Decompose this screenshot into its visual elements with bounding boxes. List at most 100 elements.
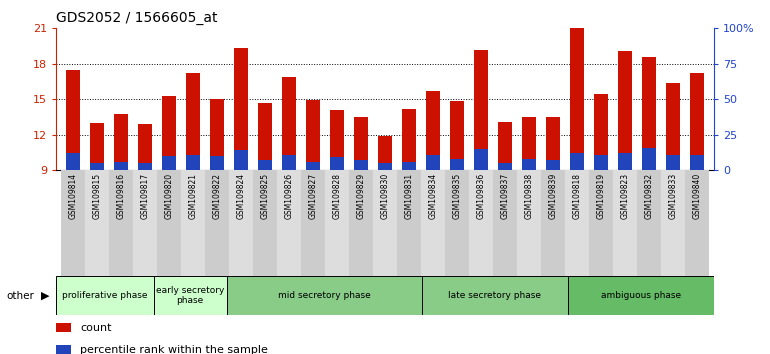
- Bar: [154, 276, 226, 315]
- Text: early secretory
phase: early secretory phase: [156, 286, 224, 305]
- Bar: [571, 153, 584, 170]
- Text: GSM109830: GSM109830: [380, 173, 390, 219]
- Bar: [66, 153, 79, 170]
- Bar: [56, 276, 154, 315]
- Bar: [589, 170, 613, 276]
- Bar: [205, 170, 229, 276]
- Text: GSM109833: GSM109833: [668, 173, 678, 219]
- Bar: [354, 117, 367, 170]
- Bar: [253, 170, 277, 276]
- Bar: [115, 162, 128, 170]
- Bar: [181, 170, 205, 276]
- Bar: [325, 170, 349, 276]
- Text: ambiguous phase: ambiguous phase: [601, 291, 681, 300]
- Bar: [397, 170, 421, 276]
- Bar: [186, 73, 199, 170]
- Bar: [234, 48, 248, 170]
- Bar: [61, 170, 85, 276]
- Text: proliferative phase: proliferative phase: [62, 291, 148, 300]
- Text: GSM109820: GSM109820: [165, 173, 173, 219]
- Bar: [210, 156, 223, 170]
- Bar: [691, 155, 704, 170]
- Text: GSM109826: GSM109826: [284, 173, 293, 219]
- Text: GSM109840: GSM109840: [692, 173, 701, 219]
- Bar: [301, 170, 325, 276]
- Text: GSM109817: GSM109817: [140, 173, 149, 219]
- Bar: [594, 95, 608, 170]
- Bar: [498, 121, 511, 170]
- Bar: [594, 155, 608, 170]
- Text: GSM109821: GSM109821: [189, 173, 198, 219]
- Text: GSM109827: GSM109827: [309, 173, 317, 219]
- Bar: [157, 170, 181, 276]
- Bar: [229, 170, 253, 276]
- Bar: [685, 170, 709, 276]
- Bar: [565, 170, 589, 276]
- Bar: [469, 170, 493, 276]
- Text: GSM109818: GSM109818: [572, 173, 581, 219]
- Bar: [306, 100, 320, 170]
- Bar: [139, 124, 152, 170]
- Bar: [517, 170, 541, 276]
- Bar: [162, 96, 176, 170]
- Text: GSM109834: GSM109834: [428, 173, 437, 219]
- Text: count: count: [80, 323, 112, 333]
- Bar: [613, 170, 637, 276]
- Text: mid secretory phase: mid secretory phase: [278, 291, 370, 300]
- Bar: [637, 170, 661, 276]
- Bar: [162, 156, 176, 170]
- Bar: [445, 170, 469, 276]
- Bar: [259, 103, 272, 170]
- Bar: [450, 159, 464, 170]
- Text: GSM109823: GSM109823: [621, 173, 630, 219]
- Text: late secretory phase: late secretory phase: [448, 291, 541, 300]
- Bar: [618, 51, 631, 170]
- Bar: [547, 160, 560, 170]
- Bar: [109, 170, 133, 276]
- Bar: [354, 160, 367, 170]
- Bar: [259, 160, 272, 170]
- Bar: [277, 170, 301, 276]
- Bar: [90, 163, 104, 170]
- Bar: [567, 276, 714, 315]
- Text: GSM109819: GSM109819: [597, 173, 605, 219]
- Bar: [427, 91, 440, 170]
- Bar: [642, 148, 655, 170]
- Text: other: other: [6, 291, 34, 301]
- Bar: [330, 157, 343, 170]
- Bar: [234, 150, 248, 170]
- Bar: [661, 170, 685, 276]
- Bar: [90, 123, 104, 170]
- Bar: [474, 50, 487, 170]
- Text: GSM109839: GSM109839: [548, 173, 557, 219]
- Text: GDS2052 / 1566605_at: GDS2052 / 1566605_at: [56, 11, 218, 25]
- Bar: [450, 102, 464, 170]
- Bar: [378, 136, 392, 170]
- Bar: [421, 170, 445, 276]
- Bar: [403, 109, 416, 170]
- Bar: [283, 155, 296, 170]
- Text: GSM109816: GSM109816: [116, 173, 126, 219]
- Text: GSM109824: GSM109824: [236, 173, 246, 219]
- Bar: [571, 28, 584, 170]
- Bar: [210, 99, 223, 170]
- Text: GSM109814: GSM109814: [69, 173, 78, 219]
- Bar: [306, 162, 320, 170]
- Text: GSM109815: GSM109815: [92, 173, 102, 219]
- Bar: [139, 163, 152, 170]
- Bar: [283, 77, 296, 170]
- Bar: [66, 70, 79, 170]
- Bar: [474, 149, 487, 170]
- Text: GSM109832: GSM109832: [644, 173, 654, 219]
- Bar: [421, 276, 567, 315]
- Bar: [427, 155, 440, 170]
- Text: GSM109825: GSM109825: [260, 173, 269, 219]
- Bar: [541, 170, 565, 276]
- Text: GSM109829: GSM109829: [357, 173, 366, 219]
- Bar: [349, 170, 373, 276]
- Text: GSM109837: GSM109837: [500, 173, 510, 219]
- Text: ▶: ▶: [41, 291, 49, 301]
- Text: GSM109835: GSM109835: [453, 173, 461, 219]
- Bar: [498, 163, 511, 170]
- Bar: [115, 114, 128, 170]
